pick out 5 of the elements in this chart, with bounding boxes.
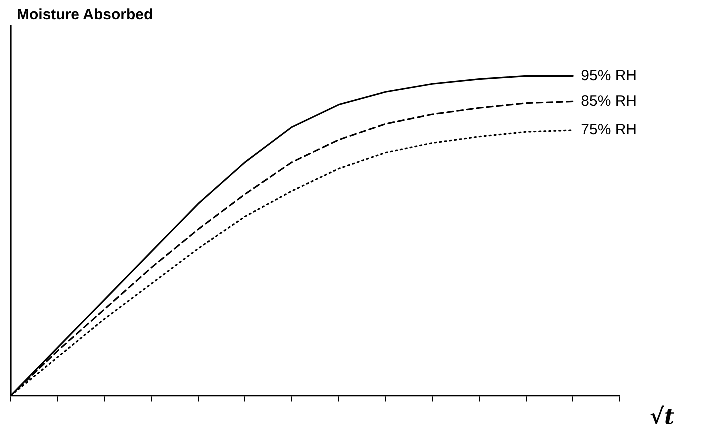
series-label: 85% RH: [581, 92, 638, 110]
series-label: 75% RH: [581, 122, 638, 139]
series-label: 95% RH: [581, 67, 638, 84]
y-axis-title: Moisture Absorbed: [17, 6, 154, 24]
x-axis-title: √t: [650, 404, 675, 430]
